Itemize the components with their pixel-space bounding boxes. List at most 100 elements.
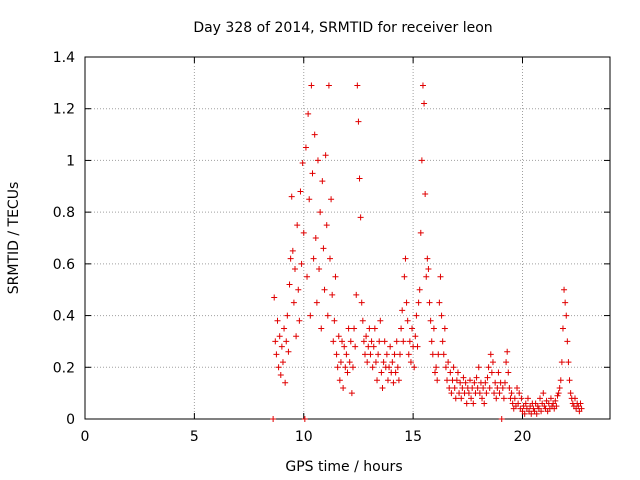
data-point (452, 395, 459, 402)
data-point (487, 351, 494, 358)
data-point (277, 372, 284, 379)
data-point (272, 338, 279, 345)
data-point (344, 369, 351, 376)
data-point (489, 359, 496, 366)
x-tick-label: 0 (81, 429, 90, 445)
data-point (285, 348, 292, 355)
data-point (486, 384, 493, 391)
data-point (331, 317, 338, 324)
data-point (287, 255, 294, 262)
data-point (509, 400, 516, 407)
y-tick-label: 0 (66, 412, 75, 428)
data-point (397, 351, 403, 358)
data-point (433, 364, 440, 371)
data-point (312, 235, 319, 241)
data-point (425, 266, 432, 273)
data-point (470, 400, 477, 407)
data-point (387, 343, 394, 350)
data-point (459, 384, 466, 391)
data-point (427, 317, 434, 324)
x-tick-label: 20 (514, 429, 532, 445)
data-point (281, 325, 288, 332)
data-point (301, 416, 308, 422)
data-point (437, 273, 444, 280)
data-point (332, 273, 339, 280)
data-point (562, 299, 569, 306)
data-point (540, 390, 547, 397)
data-point (424, 255, 431, 262)
data-point (348, 390, 355, 397)
data-point (481, 400, 488, 407)
data-point (404, 317, 411, 324)
data-point (320, 245, 327, 252)
data-point (495, 369, 502, 376)
data-point (365, 343, 372, 350)
data-point (426, 299, 433, 306)
data-point (367, 351, 374, 358)
data-point (506, 384, 513, 391)
data-point (530, 405, 537, 412)
data-point (317, 209, 324, 216)
data-point (413, 312, 420, 319)
data-point (483, 390, 490, 397)
data-point (370, 343, 377, 350)
data-point (328, 196, 335, 203)
data-point (498, 416, 505, 422)
data-point (311, 131, 318, 138)
data-point (521, 410, 528, 417)
data-point (411, 364, 418, 371)
data-point (347, 338, 354, 345)
data-point (500, 395, 507, 402)
data-point (469, 384, 476, 391)
data-point (273, 351, 280, 358)
data-point (406, 338, 413, 345)
data-point (561, 286, 568, 293)
data-point (305, 110, 312, 117)
data-point (379, 384, 386, 391)
data-point (324, 312, 331, 319)
data-point (309, 170, 316, 177)
data-point (276, 333, 283, 340)
data-point (522, 400, 529, 407)
data-point (391, 351, 398, 358)
data-point (432, 369, 438, 376)
data-point (438, 312, 445, 319)
data-point (557, 377, 564, 384)
data-point (294, 222, 301, 229)
plot-frame (84, 56, 611, 420)
data-point (271, 294, 278, 301)
data-point (330, 338, 337, 345)
data-point (402, 255, 409, 262)
data-point (446, 384, 453, 391)
data-point (392, 369, 399, 376)
data-point (302, 144, 309, 151)
data-point (516, 390, 523, 397)
data-point (290, 299, 297, 306)
y-tick-label: 1.2 (53, 102, 75, 118)
data-point (353, 291, 360, 298)
y-tick-label: 1.4 (53, 50, 75, 66)
data-point (564, 338, 571, 345)
data-point (362, 351, 368, 358)
data-point (292, 266, 298, 273)
data-point (541, 403, 548, 410)
data-point (473, 374, 480, 381)
data-point (329, 291, 336, 298)
data-point (429, 351, 436, 358)
data-point (288, 193, 295, 200)
data-point (428, 338, 435, 345)
data-point (356, 175, 363, 182)
data-point (462, 379, 469, 386)
data-point (565, 359, 572, 366)
data-point (323, 222, 330, 229)
data-point (555, 390, 562, 397)
data-point (448, 390, 455, 397)
data-point (475, 364, 482, 371)
data-point (395, 377, 402, 384)
data-point (342, 364, 349, 371)
data-point (270, 416, 277, 422)
data-point (415, 299, 422, 306)
data-point (343, 351, 350, 358)
data-point (377, 317, 384, 324)
